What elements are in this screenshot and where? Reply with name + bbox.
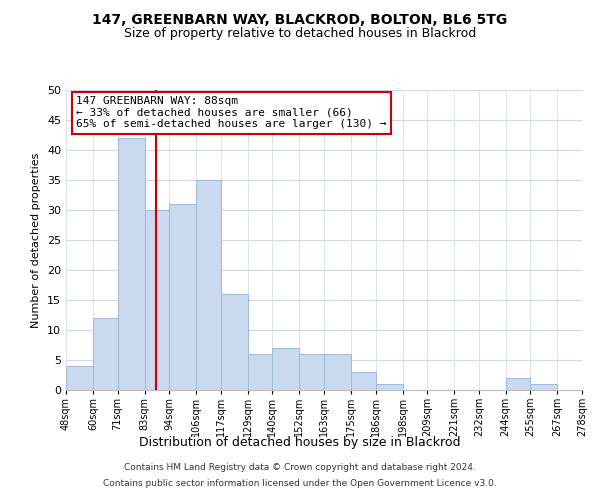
Y-axis label: Number of detached properties: Number of detached properties (31, 152, 41, 328)
Bar (248, 354, 272, 390)
Text: 147, GREENBARN WAY, BLACKROD, BOLTON, BL6 5TG: 147, GREENBARN WAY, BLACKROD, BOLTON, BL… (92, 12, 508, 26)
Bar (93, 318, 118, 390)
Bar (196, 180, 221, 390)
Bar (376, 384, 403, 390)
Bar (351, 372, 376, 390)
Bar (118, 138, 145, 390)
Text: Distribution of detached houses by size in Blackrod: Distribution of detached houses by size … (139, 436, 461, 449)
Text: Size of property relative to detached houses in Blackrod: Size of property relative to detached ho… (124, 28, 476, 40)
Bar (530, 384, 557, 390)
Bar (272, 348, 299, 390)
Bar (506, 378, 530, 390)
Bar (299, 354, 324, 390)
Bar (145, 210, 169, 390)
Text: 147 GREENBARN WAY: 88sqm
← 33% of detached houses are smaller (66)
65% of semi-d: 147 GREENBARN WAY: 88sqm ← 33% of detach… (76, 96, 387, 129)
Bar (66, 366, 93, 390)
Text: Contains HM Land Registry data © Crown copyright and database right 2024.: Contains HM Land Registry data © Crown c… (124, 464, 476, 472)
Bar (324, 354, 351, 390)
Bar (169, 204, 196, 390)
Bar (582, 384, 600, 390)
Bar (221, 294, 248, 390)
Text: Contains public sector information licensed under the Open Government Licence v3: Contains public sector information licen… (103, 478, 497, 488)
